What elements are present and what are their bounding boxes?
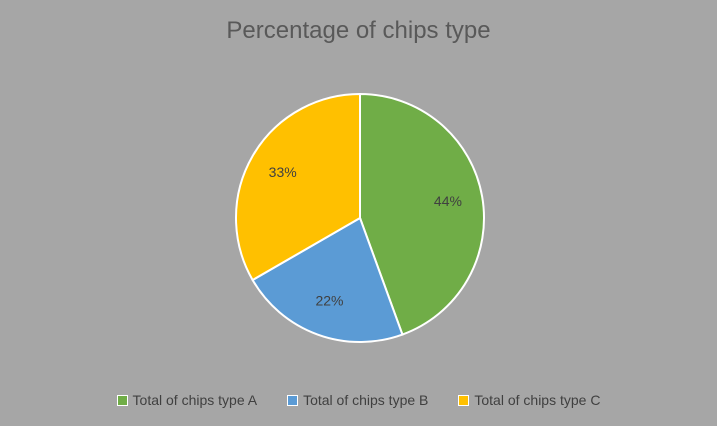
pie-slice-a (359, 92, 485, 336)
legend-swatch-b (287, 394, 299, 406)
chart-title: Percentage of chips type (226, 17, 491, 44)
legend-item-a: Total of chips type A (116, 392, 258, 408)
data-label-c: 33% (269, 164, 297, 180)
data-label-a: 44% (434, 193, 462, 209)
legend-item-c: Total of chips type C (458, 392, 600, 408)
legend-label-c: Total of chips type C (474, 392, 601, 408)
legend-label-b: Total of chips type B (303, 392, 429, 408)
legend-label-a: Total of chips type A (132, 392, 258, 408)
legend: Total of chips type A Total of chips type… (0, 392, 717, 408)
data-label-b: 22% (315, 293, 343, 309)
legend-swatch-a (116, 394, 128, 406)
pie-slice-b (251, 216, 404, 343)
legend-swatch-c (458, 394, 470, 406)
legend-item-b: Total of chips type B (287, 392, 428, 408)
pie-slice-c (235, 92, 361, 282)
